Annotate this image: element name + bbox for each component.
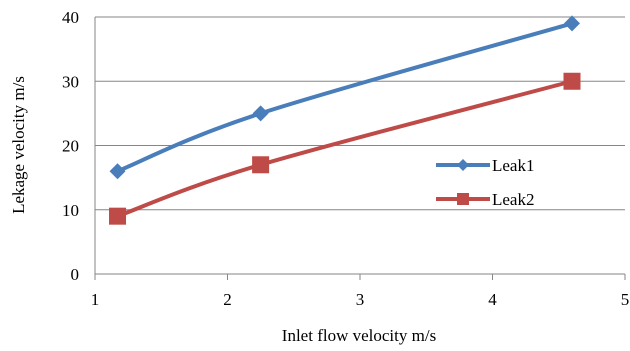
x-tick-label-5: 5 [621,290,630,309]
series-leak1 [109,15,580,180]
series-group [109,15,581,225]
gridlines [95,16,625,211]
y-tick-label-10: 10 [62,201,79,220]
legend-label-leak1: Leak1 [492,156,534,175]
y-tick-label-0: 0 [71,265,80,284]
x-axis-title: Inlet flow velocity m/s [282,326,436,345]
x-tick-label-2: 2 [223,290,232,309]
leak2-line [115,79,574,219]
x-tick-label-1: 1 [91,290,100,309]
x-tick-label-4: 4 [488,290,497,309]
legend-marker-leak2 [457,193,469,205]
legend-label-leak2: Leak2 [492,190,534,209]
leak2-point-3 [563,72,581,90]
leak1-point-1 [109,163,126,180]
axes [94,17,626,280]
y-tick-label-40: 40 [62,8,79,27]
legend-item-leak2: Leak2 [436,190,534,209]
leak2-point-2 [252,156,270,174]
tick-labels: 0 10 20 30 40 1 2 3 4 5 [62,8,629,309]
legend: Leak1 Leak2 [436,156,534,209]
leak2-point-1 [109,207,127,225]
y-tick-label-20: 20 [62,137,79,156]
leak1-line [115,21,574,174]
leak1-point-2 [252,105,269,122]
legend-marker-leak1 [457,159,469,171]
legend-item-leak1: Leak1 [436,156,534,175]
y-tick-label-30: 30 [62,72,79,91]
leak1-point-3 [564,15,580,32]
series-leak2 [109,72,581,225]
y-axis-title: Lekage velocity m/s [9,76,28,214]
x-tick-label-3: 3 [356,290,365,309]
